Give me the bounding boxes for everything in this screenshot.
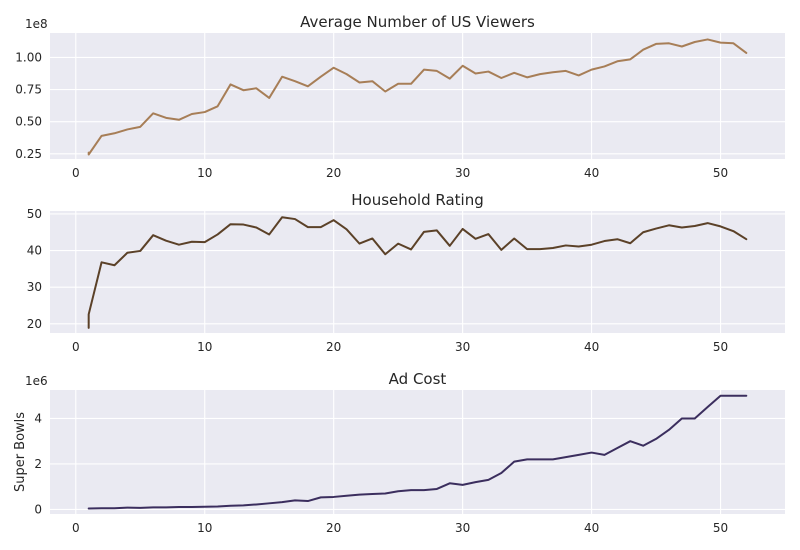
series-line xyxy=(87,394,748,510)
y-axis-label: Super Bowls xyxy=(13,412,28,492)
y-tick-label: 4 xyxy=(34,411,42,425)
y-tick-label: 0.50 xyxy=(15,115,42,129)
chart-panel-2: 0 10 20 30 40 50 20 30 40 50 Household Rating xyxy=(27,191,785,354)
y-tick-label: 30 xyxy=(27,280,42,294)
x-tick-label: 50 xyxy=(713,166,728,180)
x-tick-label: 40 xyxy=(584,340,599,354)
series-line xyxy=(87,38,748,156)
x-tick-label: 30 xyxy=(455,340,470,354)
series-line xyxy=(87,216,748,329)
x-tick-label: 40 xyxy=(584,166,599,180)
x-tick-label: 20 xyxy=(326,340,341,354)
x-tick-label: 30 xyxy=(455,166,470,180)
y-tick-label: 2 xyxy=(34,457,42,471)
x-tick-label: 0 xyxy=(72,166,80,180)
y-tick-label: 1.00 xyxy=(15,50,42,64)
x-tick-label: 20 xyxy=(326,166,341,180)
chart-panel-3: 0 10 20 30 40 50 0 2 4 Ad Cost 1e6 Super Bowls xyxy=(13,370,785,535)
chart-title: Ad Cost xyxy=(389,370,447,388)
y-tick-label: 0.25 xyxy=(15,147,42,161)
y-tick-label: 20 xyxy=(27,317,42,331)
x-tick-label: 20 xyxy=(326,521,341,535)
chart-title: Household Rating xyxy=(351,191,484,209)
y-tick-label: 50 xyxy=(27,207,42,221)
plot-area xyxy=(50,390,785,514)
x-tick-label: 0 xyxy=(72,340,80,354)
x-tick-label: 0 xyxy=(72,521,80,535)
x-tick-label: 50 xyxy=(713,340,728,354)
x-tick-label: 10 xyxy=(197,521,212,535)
y-offset-label: 1e6 xyxy=(25,374,48,388)
chart-panel-1: 0 10 20 30 40 50 0.25 0.50 0.75 1.00 Average Numbe… xyxy=(15,13,785,180)
y-tick-label: 0 xyxy=(34,502,42,516)
plot-area xyxy=(50,33,785,159)
y-tick-label: 40 xyxy=(27,244,42,258)
x-tick-label: 50 xyxy=(713,521,728,535)
y-offset-label: 1e8 xyxy=(25,17,48,31)
x-tick-label: 10 xyxy=(197,340,212,354)
x-tick-label: 10 xyxy=(197,166,212,180)
y-tick-label: 0.75 xyxy=(15,83,42,97)
x-tick-label: 30 xyxy=(455,521,470,535)
plot-area xyxy=(50,211,785,333)
chart-title: Average Number of US Viewers xyxy=(300,13,535,31)
x-tick-label: 40 xyxy=(584,521,599,535)
